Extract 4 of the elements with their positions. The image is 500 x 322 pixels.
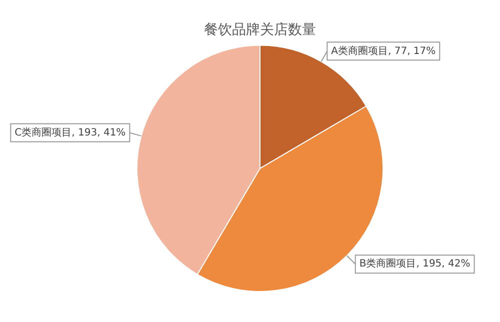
slice-label: B类商圈项目, 195, 42% [359,258,470,270]
chart-title: 餐饮品牌关店数量 [204,22,316,38]
slice-label: C类商圈项目, 193, 41% [14,126,126,138]
slice-label: A类商圈项目, 77, 17% [331,44,436,57]
